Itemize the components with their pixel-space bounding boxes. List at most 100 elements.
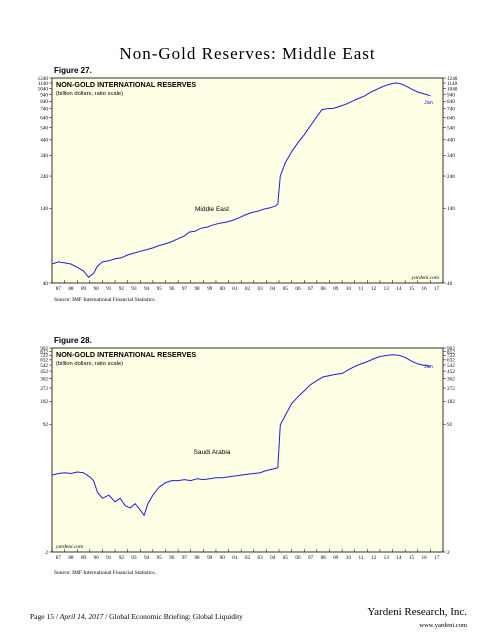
y-tick-label-right: 40 <box>447 281 453 287</box>
y-tick-label-left: 340 <box>40 153 48 159</box>
end-label: Jan <box>424 364 433 370</box>
y-tick-label-right: 272 <box>447 386 455 392</box>
x-tick-label: 01 <box>232 555 238 561</box>
y-tick-label-right: 632 <box>447 358 455 364</box>
x-tick-label: 00 <box>220 286 226 292</box>
y-tick-label-left: 92 <box>43 422 49 428</box>
series-label: Saudi Arabia <box>194 449 231 456</box>
chart-title: NON-GOLD INTERNATIONAL RESERVES <box>56 350 196 359</box>
footer-url: www.yardeni.com <box>419 622 467 629</box>
figure-28-label: Figure 28. <box>54 336 92 345</box>
x-tick-label: 03 <box>258 286 264 292</box>
plot-area <box>51 77 444 284</box>
x-tick-label: 91 <box>106 555 112 561</box>
x-tick-label: 90 <box>94 555 100 561</box>
y-tick-label-right: 1140 <box>447 81 458 87</box>
figure-27-source: Source: IMF International Financial Stat… <box>54 297 156 303</box>
chart-subtitle: (billion dollars, ratio scale) <box>56 91 123 97</box>
x-tick-label: 96 <box>169 555 175 561</box>
footer-brand: Yardeni Research, Inc. <box>367 606 467 618</box>
chart-middle-east: 40 40 140 140 240 240 340 340 440 440 540 540 640 640… <box>38 76 458 292</box>
footer-doc: / Global Economic Briefing: Global Liqui… <box>105 612 243 621</box>
y-tick-label-left: 540 <box>40 125 48 131</box>
x-tick-label: 89 <box>81 286 87 292</box>
page-title: Non-Gold Reserves: Middle East <box>119 44 376 63</box>
y-tick-label-right: 92 <box>447 422 453 428</box>
y-tick-label-right: 340 <box>447 153 455 159</box>
x-tick-label: 05 <box>283 555 289 561</box>
x-tick-label: 15 <box>409 555 415 561</box>
chart-title: NON-GOLD INTERNATIONAL RESERVES <box>56 80 196 89</box>
x-tick-label: 16 <box>421 286 427 292</box>
y-tick-label-right: 740 <box>447 107 455 113</box>
chart-subtitle: (billion dollars, ratio scale) <box>56 361 123 367</box>
x-tick-label: 87 <box>56 555 62 561</box>
x-tick-label: 09 <box>333 555 339 561</box>
y-tick-label-left: 2 <box>45 550 48 556</box>
y-tick-label-left: 40 <box>43 281 49 287</box>
y-tick-label-right: 440 <box>447 138 455 144</box>
y-tick-label-left: 812 <box>40 349 48 355</box>
x-tick-label: 11 <box>359 286 364 292</box>
y-tick-label-left: 452 <box>40 369 48 375</box>
x-tick-label: 04 <box>270 286 276 292</box>
x-tick-label: 04 <box>270 555 276 561</box>
x-tick-label: 16 <box>421 555 427 561</box>
figure-27-label: Figure 27. <box>54 66 92 75</box>
x-tick-label: 13 <box>384 286 390 292</box>
x-tick-label: 88 <box>68 286 74 292</box>
y-tick-label-right: 182 <box>447 399 455 405</box>
y-tick-label-left: 640 <box>40 115 48 121</box>
y-tick-label-right: 362 <box>447 376 455 382</box>
x-tick-label: 98 <box>194 555 200 561</box>
y-tick-label-right: 840 <box>447 99 455 105</box>
x-tick-label: 12 <box>371 286 377 292</box>
x-tick-label: 03 <box>258 555 264 561</box>
x-tick-label: 07 <box>308 555 314 561</box>
y-tick-label-left: 240 <box>40 174 48 180</box>
x-tick-label: 98 <box>194 286 200 292</box>
x-tick-label: 87 <box>56 286 62 292</box>
y-tick-label-left: 362 <box>40 376 48 382</box>
x-tick-label: 08 <box>321 555 327 561</box>
y-tick-label-left: 840 <box>40 99 48 105</box>
x-tick-label: 10 <box>346 286 352 292</box>
x-tick-label: 14 <box>396 555 402 561</box>
series-line <box>51 82 431 278</box>
y-tick-label-left: 1140 <box>38 81 49 87</box>
y-tick-label-left: 740 <box>40 107 48 113</box>
x-tick-label: 17 <box>434 286 440 292</box>
y-tick-label-right: 2 <box>447 550 450 556</box>
y-tick-label-left: 1040 <box>38 86 49 92</box>
x-tick-label: 99 <box>207 555 213 561</box>
x-tick-label: 09 <box>333 286 339 292</box>
x-tick-label: 95 <box>157 555 163 561</box>
x-tick-label: 01 <box>232 286 238 292</box>
x-tick-label: 08 <box>321 286 327 292</box>
x-tick-label: 92 <box>119 555 125 561</box>
y-tick-label-right: 1240 <box>447 76 458 82</box>
x-tick-label: 05 <box>283 286 289 292</box>
x-tick-label: 06 <box>295 286 301 292</box>
x-tick-label: 15 <box>409 286 415 292</box>
y-tick-label-left: 940 <box>40 92 48 98</box>
y-tick-label-right: 812 <box>447 349 455 355</box>
x-tick-label: 10 <box>346 555 352 561</box>
footer-citation: Page 15 / April 14, 2017 / Global Econom… <box>30 612 243 621</box>
x-tick-label: 90 <box>94 286 100 292</box>
x-tick-label: 11 <box>359 555 364 561</box>
footer-date: April 14, 2017 <box>59 612 104 621</box>
watermark: yardeni.com <box>411 275 439 281</box>
x-tick-label: 94 <box>144 286 150 292</box>
x-tick-label: 96 <box>169 286 175 292</box>
watermark: yardeni.com <box>55 544 83 550</box>
x-tick-label: 14 <box>396 286 402 292</box>
x-tick-label: 92 <box>119 286 125 292</box>
x-tick-label: 99 <box>207 286 213 292</box>
y-tick-label-right: 452 <box>447 369 455 375</box>
plot-area <box>51 347 444 553</box>
x-tick-label: 17 <box>434 555 440 561</box>
x-tick-label: 94 <box>144 555 150 561</box>
y-tick-label-left: 722 <box>40 353 48 359</box>
